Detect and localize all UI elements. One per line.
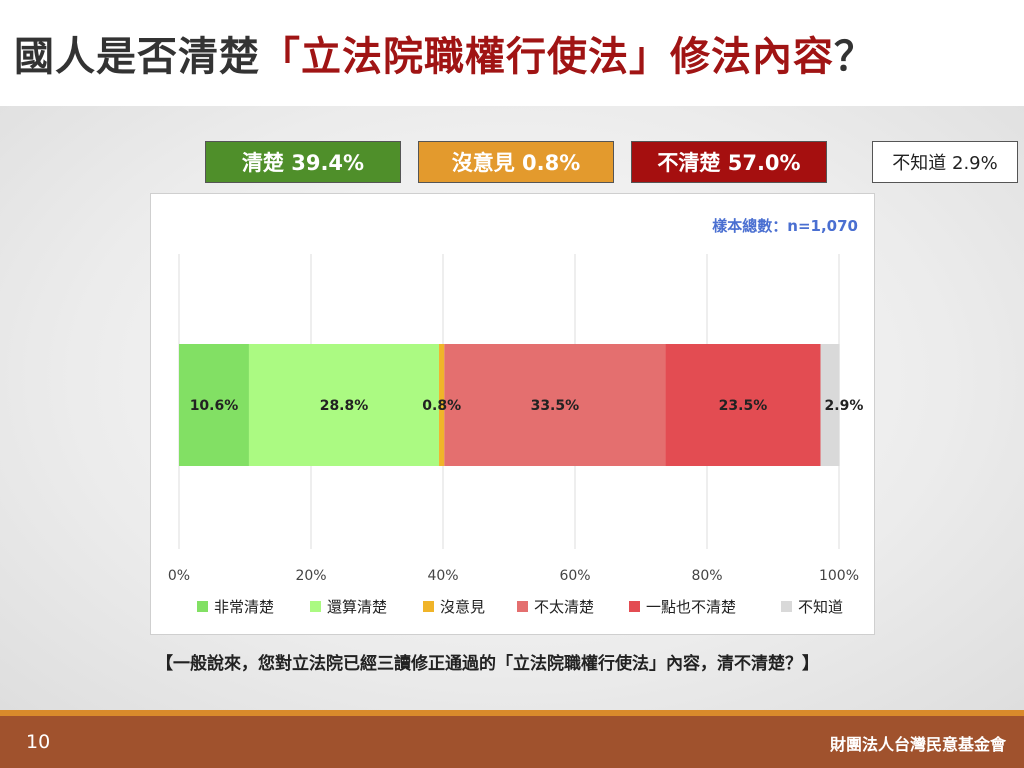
bar-segment [444, 344, 666, 466]
x-tick-label: 20% [295, 568, 326, 584]
bar-data-label: 33.5% [531, 398, 580, 414]
survey-question: 【一般說來，您對立法院已經三讀修正通過的「立法院職權行使法」內容，清不清楚？】 [156, 654, 819, 674]
page-title: 國人是否清楚「立法院職權行使法」修法內容？ [14, 24, 875, 82]
bar-segment [820, 344, 840, 466]
legend-swatch [310, 601, 321, 612]
data-labels: 10.6% 28.8% 0.8% 33.5% 23.5% 2.9% [190, 398, 864, 414]
x-tick-label: 60% [559, 568, 590, 584]
x-tick-label: 0% [168, 568, 190, 584]
title-suffix: ？ [834, 34, 875, 80]
bar-segments [179, 344, 840, 466]
bar-data-label: 0.8% [422, 398, 461, 414]
footer-bar: 10 財團法人台灣民意基金會 [0, 716, 1024, 768]
legend-swatch [197, 601, 208, 612]
x-tick-label: 100% [819, 568, 859, 584]
bar-data-label: 10.6% [190, 398, 239, 414]
legend-label: 不太清楚 [534, 598, 594, 616]
bar-data-label: 23.5% [719, 398, 768, 414]
page-number: 10 [26, 731, 51, 753]
x-axis-ticks: 0% 20% 40% 60% 80% 100% [168, 568, 859, 584]
bar-data-label: 28.8% [320, 398, 369, 414]
legend-swatch [423, 601, 434, 612]
chart-panel: 10.6% 28.8% 0.8% 33.5% 23.5% 2.9% 0% 20% 40% 60%… [150, 193, 875, 635]
legend-label: 非常清楚 [214, 598, 274, 616]
title-prefix: 國人是否清楚 [14, 34, 260, 80]
summary-dont-know-badge: 不知道 2.9% [872, 141, 1018, 183]
legend-label: 不知道 [798, 598, 843, 616]
bar-segment [179, 344, 249, 466]
legend-label: 還算清楚 [327, 598, 387, 616]
stacked-bar-chart: 10.6% 28.8% 0.8% 33.5% 23.5% 2.9% 0% 20% 40% 60%… [168, 217, 864, 616]
organization-name: 財團法人台灣民意基金會 [829, 735, 1006, 754]
bar-segment [665, 344, 821, 466]
x-tick-label: 80% [691, 568, 722, 584]
legend-label: 沒意見 [440, 598, 485, 616]
title-highlight: 「立法院職權行使法」修法內容 [260, 34, 834, 80]
legend-swatch [517, 601, 528, 612]
title-bar: 國人是否清楚「立法院職權行使法」修法內容？ [0, 0, 1024, 106]
sample-size-note: 樣本總數：n=1,070 [712, 217, 858, 235]
x-tick-label: 40% [427, 568, 458, 584]
summary-no-opinion-badge: 沒意見 0.8% [418, 141, 614, 183]
legend-label: 一點也不清楚 [646, 598, 736, 616]
bar-data-label: 2.9% [825, 398, 864, 414]
summary-unclear-badge: 不清楚 57.0% [631, 141, 827, 183]
footer-stripe [0, 710, 1024, 716]
legend-swatch [629, 601, 640, 612]
summary-clear-badge: 清楚 39.4% [205, 141, 401, 183]
bar-segment [248, 344, 440, 466]
legend-swatch [781, 601, 792, 612]
legend: 非常清楚 還算清楚 沒意見 不太清楚 一點也不清楚 不知道 [197, 598, 843, 616]
bar-segment [439, 344, 445, 466]
